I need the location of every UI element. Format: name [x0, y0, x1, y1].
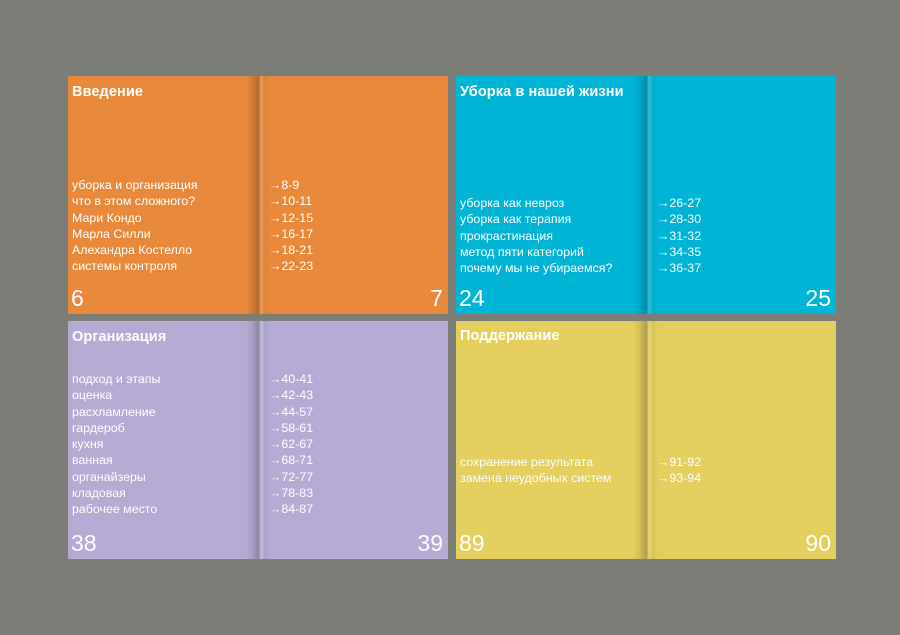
toc-item: что в этом сложного?	[72, 194, 196, 209]
toc-list: сохранение результата замена неудобных с…	[460, 454, 611, 487]
page-ref-list: →91-92 →93-94	[657, 454, 701, 487]
page-ref: →91-92	[657, 455, 702, 469]
page-ref: →84-87	[269, 502, 314, 517]
toc-item: кладовая	[72, 486, 126, 501]
right-page: →40-41 →42-43 →44-57 →58-61 →62-67 →68-7…	[258, 321, 448, 559]
toc-list: уборка как невроз уборка как терапия про…	[460, 195, 612, 276]
spread-podderzhanie: Поддержание сохранение результата замена…	[456, 321, 836, 559]
spine-shadow	[246, 76, 258, 314]
section-title: Поддержание	[460, 328, 560, 344]
page-ref: →31-32	[657, 228, 702, 243]
page-ref: →72-77	[269, 469, 314, 484]
toc-item: Марла Силли	[72, 226, 151, 241]
page-ref-list: →40-41 →42-43 →44-57 →58-61 →62-67 →68-7…	[269, 371, 313, 518]
spine-shadow	[246, 321, 258, 559]
toc-list: уборка и организация что в этом сложного…	[72, 177, 198, 275]
page-ref-list: →8-9 →10-11 →12-15 →16-17 →18-21 →22-23	[269, 177, 313, 275]
toc-item: оценка	[72, 388, 113, 403]
section-title: Уборка в нашей жизни	[460, 84, 624, 100]
page-ref: →44-57	[269, 404, 314, 419]
toc-item: уборка и организация	[72, 178, 198, 192]
page-ref: →28-30	[657, 212, 702, 227]
left-page: Введение уборка и организация что в этом…	[68, 76, 258, 314]
spine-shadow	[646, 76, 658, 314]
page-number: 7	[430, 285, 443, 311]
toc-item: замена неудобных систем	[460, 471, 612, 486]
page-ref-list: →26-27 →28-30 →31-32 →34-35 →36-37	[657, 195, 701, 276]
page-ref: →16-17	[269, 226, 314, 241]
toc-item: уборка как терапия	[460, 212, 572, 227]
toc-item: сохранение результата	[460, 455, 594, 469]
toc-item: уборка как невроз	[460, 196, 565, 210]
page-ref: →8-9	[269, 178, 300, 192]
page-ref: →18-21	[269, 243, 314, 258]
spine-shadow	[646, 321, 658, 559]
toc-item: прокрастинация	[460, 228, 553, 243]
page-ref: →40-41	[269, 372, 314, 386]
page-ref: →62-67	[269, 437, 314, 452]
spread-uborka: Уборка в нашей жизни уборка как невроз у…	[456, 76, 836, 314]
spine-shadow	[634, 321, 646, 559]
page-ref: →42-43	[269, 388, 314, 403]
page-number: 90	[805, 530, 831, 556]
toc-item: подход и этапы	[72, 372, 161, 386]
right-page: →26-27 →28-30 →31-32 →34-35 →36-37 25	[646, 76, 836, 314]
toc-list: подход и этапы оценка расхламление гарде…	[72, 371, 160, 518]
page-ref: →78-83	[269, 486, 314, 501]
page-ref: →93-94	[657, 471, 702, 486]
toc-item: ванная	[72, 453, 113, 468]
spread-vvedenie: Введение уборка и организация что в этом…	[68, 76, 448, 314]
page-ref: →34-35	[657, 244, 702, 259]
right-page: →8-9 →10-11 →12-15 →16-17 →18-21 →22-23 …	[258, 76, 448, 314]
section-title: Организация	[72, 329, 167, 345]
page-number: 89	[459, 530, 485, 556]
page-number: 25	[805, 285, 831, 311]
page-ref: →12-15	[269, 210, 314, 225]
spine-shadow	[634, 76, 646, 314]
page-number: 38	[71, 530, 97, 556]
page-ref: →68-71	[269, 453, 314, 468]
spine-shadow	[258, 76, 270, 314]
toc-item: рабочее место	[72, 502, 158, 517]
left-page: Организация подход и этапы оценка расхла…	[68, 321, 258, 559]
page-number: 39	[417, 530, 443, 556]
toc-item: органайзеры	[72, 469, 146, 484]
toc-item: метод пяти категорий	[460, 244, 584, 259]
toc-item: Мари Кондо	[72, 210, 142, 225]
page-number: 6	[71, 285, 84, 311]
toc-item: Алехандра Костелло	[72, 243, 193, 258]
toc-item: системы контроля	[72, 259, 178, 274]
page-ref: →36-37	[657, 261, 702, 276]
page-ref: →22-23	[269, 259, 314, 274]
toc-item: кухня	[72, 437, 104, 452]
left-page: Уборка в нашей жизни уборка как невроз у…	[456, 76, 646, 314]
left-page: Поддержание сохранение результата замена…	[456, 321, 646, 559]
section-title: Введение	[72, 84, 144, 100]
spine-shadow	[258, 321, 270, 559]
toc-item: почему мы не убираемся?	[460, 261, 613, 276]
page-ref: →58-61	[269, 420, 314, 435]
toc-item: гардероб	[72, 420, 125, 435]
spread-organizatsiya: Организация подход и этапы оценка расхла…	[68, 321, 448, 559]
toc-item: расхламление	[72, 404, 156, 419]
page-ref: →26-27	[657, 196, 702, 210]
page-number: 24	[459, 285, 485, 311]
right-page: →91-92 →93-94 90	[646, 321, 836, 559]
page-ref: →10-11	[269, 194, 313, 209]
